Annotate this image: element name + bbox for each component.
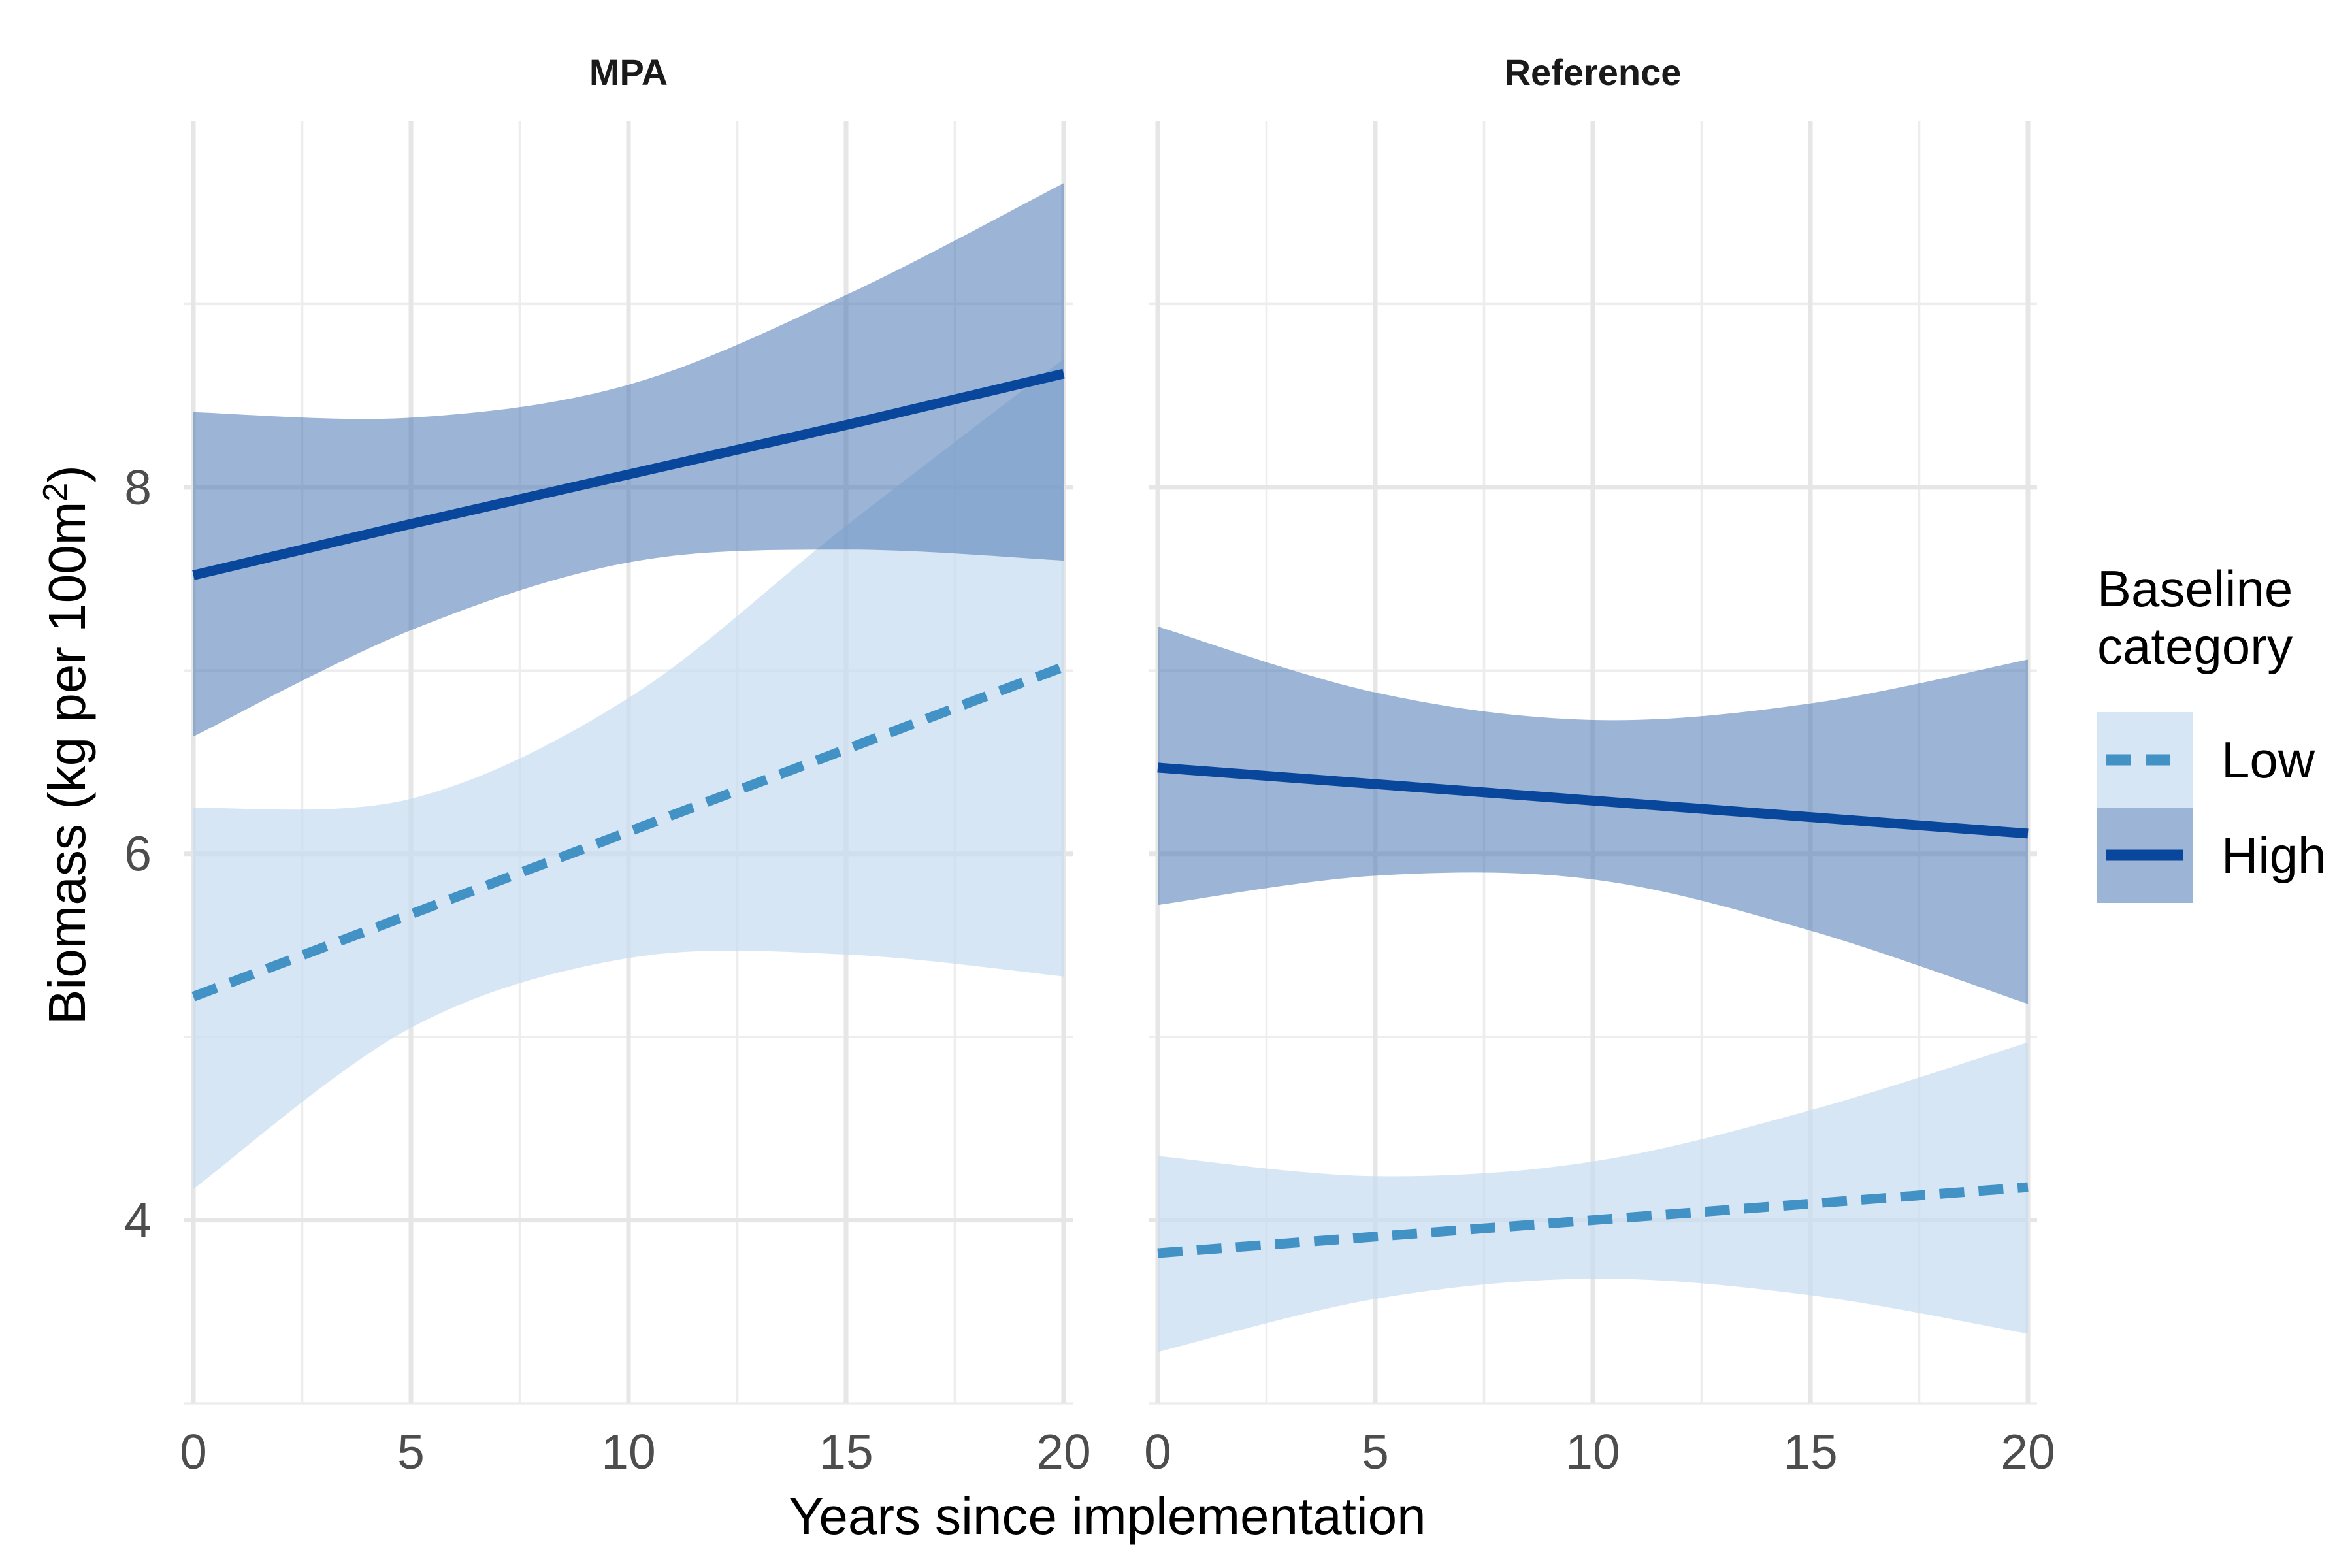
ci-ribbon-low — [1158, 1042, 2028, 1352]
x-tick-label: 20 — [2001, 1424, 2055, 1479]
y-tick-label: 4 — [124, 1193, 152, 1248]
x-tick-label: 0 — [1144, 1424, 1171, 1479]
legend-label-low: Low — [2221, 731, 2315, 789]
strip-title-0: MPA — [589, 52, 668, 93]
legend-title-line2: category — [2097, 617, 2293, 675]
ci-ribbon-high — [1158, 626, 2028, 1004]
x-tick-label: 10 — [1565, 1424, 1620, 1479]
legend-item-low: Low — [2097, 712, 2315, 808]
trend-line-high — [192, 368, 1065, 580]
ci-ribbon-high — [193, 183, 1064, 737]
legend: Baseline category Low High — [2097, 560, 2326, 903]
legend-title-line1: Baseline — [2097, 560, 2293, 617]
x-tick-label: 0 — [180, 1424, 207, 1479]
y-axis-title: Biomass (kg per 100m2) — [37, 465, 96, 1024]
x-tick-label: 20 — [1036, 1424, 1090, 1479]
trend-line-low — [1157, 1182, 2029, 1258]
x-axis-title: Years since implementation — [789, 1487, 1426, 1545]
y-tick-label: 6 — [124, 826, 152, 881]
y-axis-title-main: Biomass (kg per 100m — [38, 502, 96, 1024]
y-tick-label: 8 — [124, 460, 152, 515]
panels-layer: MPA 0 5 10 15 20 4 6 8 Reference 0 5 10 15 20 — [124, 52, 2055, 1479]
strip-title-1: Reference — [1505, 52, 1682, 93]
x-tick-label: 5 — [397, 1424, 425, 1479]
x-tick-label: 15 — [1783, 1424, 1837, 1479]
ci-ribbon-low — [193, 359, 1064, 1189]
panel-1: Reference 0 5 10 15 20 — [1144, 52, 2055, 1479]
trend-line-high — [1157, 762, 2029, 839]
legend-label-high: High — [2221, 826, 2326, 884]
x-tick-label: 10 — [601, 1424, 655, 1479]
y-axis-title-superscript: 2 — [37, 483, 74, 502]
x-tick-label: 5 — [1362, 1424, 1389, 1479]
panel-0: MPA 0 5 10 15 20 4 6 8 — [124, 52, 1090, 1479]
legend-item-high: High — [2097, 808, 2326, 903]
x-tick-label: 15 — [819, 1424, 873, 1479]
y-axis-title-close: ) — [38, 465, 96, 483]
